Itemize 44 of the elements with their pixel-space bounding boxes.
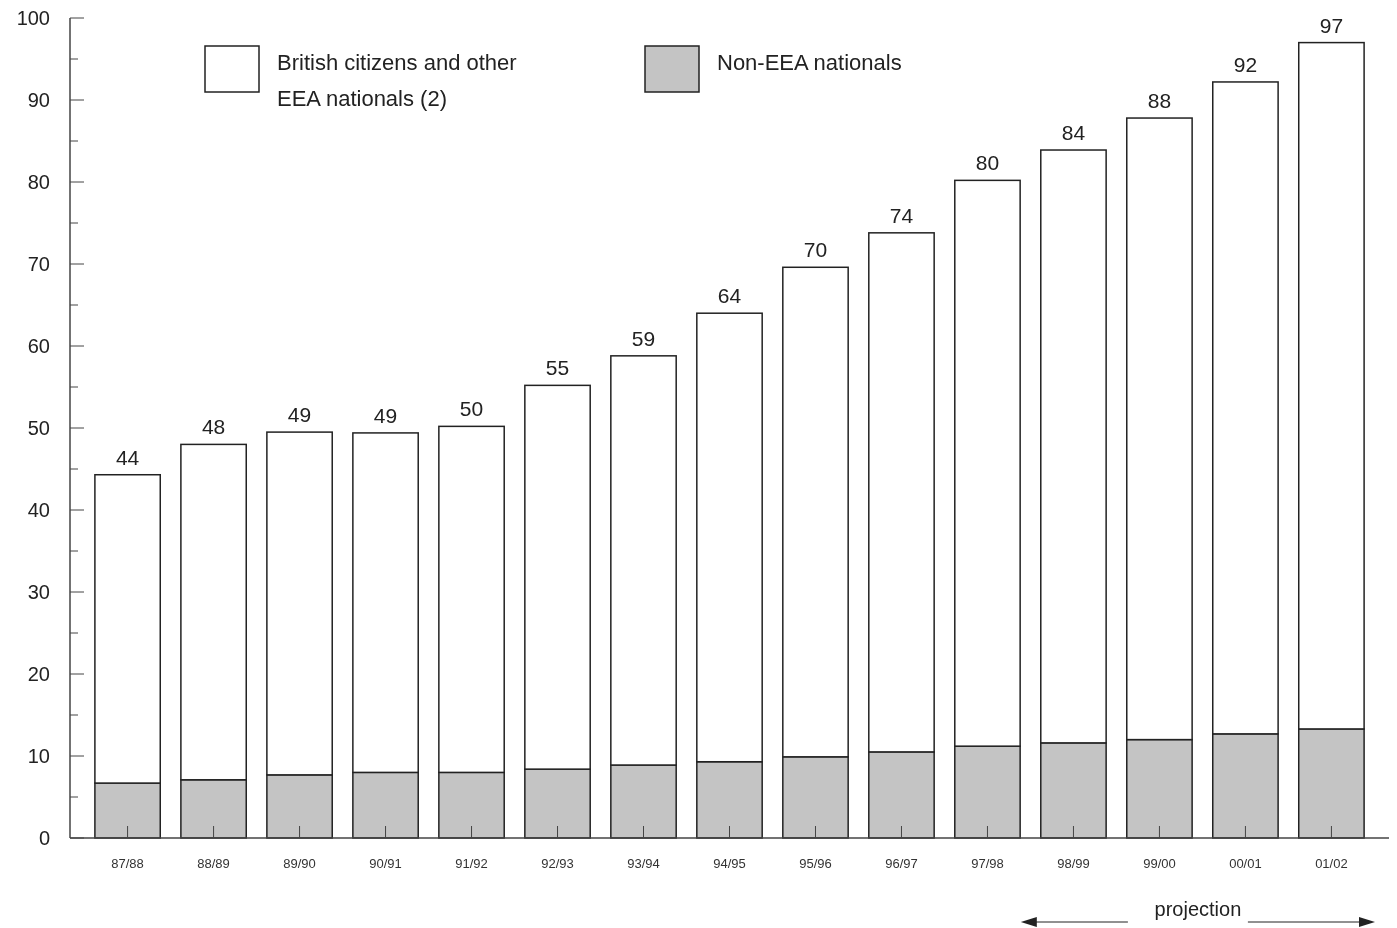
total-label: 88 <box>1147 89 1172 113</box>
total-label: 64 <box>717 284 742 308</box>
y-tick-label: 50 <box>27 417 50 439</box>
x-tick-label: 94/95 <box>713 856 746 871</box>
y-tick-label: 100 <box>16 7 50 29</box>
x-tick-label: 97/98 <box>971 856 1004 871</box>
x-tick-label: 90/91 <box>369 856 402 871</box>
x-tick-label: 95/96 <box>799 856 832 871</box>
y-tick-label: 90 <box>27 89 50 111</box>
legend-label: British citizens and other EEA nationals (2) <box>277 50 517 111</box>
x-tick-label: 88/89 <box>197 856 230 871</box>
total-label: 55 <box>545 356 570 380</box>
total-label: 97 <box>1319 13 1344 37</box>
y-tick-label: 20 <box>27 663 50 685</box>
y-tick-label: 60 <box>27 335 50 357</box>
legend-label: Non-EEA nationals <box>717 50 902 75</box>
total-label: 74 <box>889 203 914 227</box>
total-label: 59 <box>631 326 656 350</box>
total-label: 84 <box>1061 121 1086 145</box>
x-tick-label: 99/00 <box>1143 856 1176 871</box>
total-label: 44 <box>115 445 140 469</box>
x-tick-label: 87/88 <box>111 856 144 871</box>
total-label: 49 <box>287 403 312 427</box>
x-tick-label: 96/97 <box>885 856 918 871</box>
x-tick-label: 89/90 <box>283 856 316 871</box>
x-tick-label: 92/93 <box>541 856 574 871</box>
total-label: 50 <box>459 397 484 421</box>
y-tick-label: 70 <box>27 253 50 275</box>
total-label: 48 <box>201 415 226 439</box>
y-tick-label: 30 <box>27 581 50 603</box>
x-tick-label: 93/94 <box>627 856 660 871</box>
y-tick-label: 0 <box>38 827 50 849</box>
text: projection <box>1154 898 1242 920</box>
x-tick-label: 98/99 <box>1057 856 1090 871</box>
x-tick-label: 01/02 <box>1315 856 1348 871</box>
total-label: 49 <box>373 403 398 427</box>
total-label: 92 <box>1233 52 1258 76</box>
total-label: 70 <box>803 238 828 262</box>
y-tick-label: 10 <box>27 745 50 767</box>
x-tick-label: 91/92 <box>455 856 488 871</box>
x-tick-label: 00/01 <box>1229 856 1262 871</box>
y-tick-label: 40 <box>27 499 50 521</box>
total-label: 80 <box>975 151 1000 175</box>
y-tick-label: 80 <box>27 171 50 193</box>
